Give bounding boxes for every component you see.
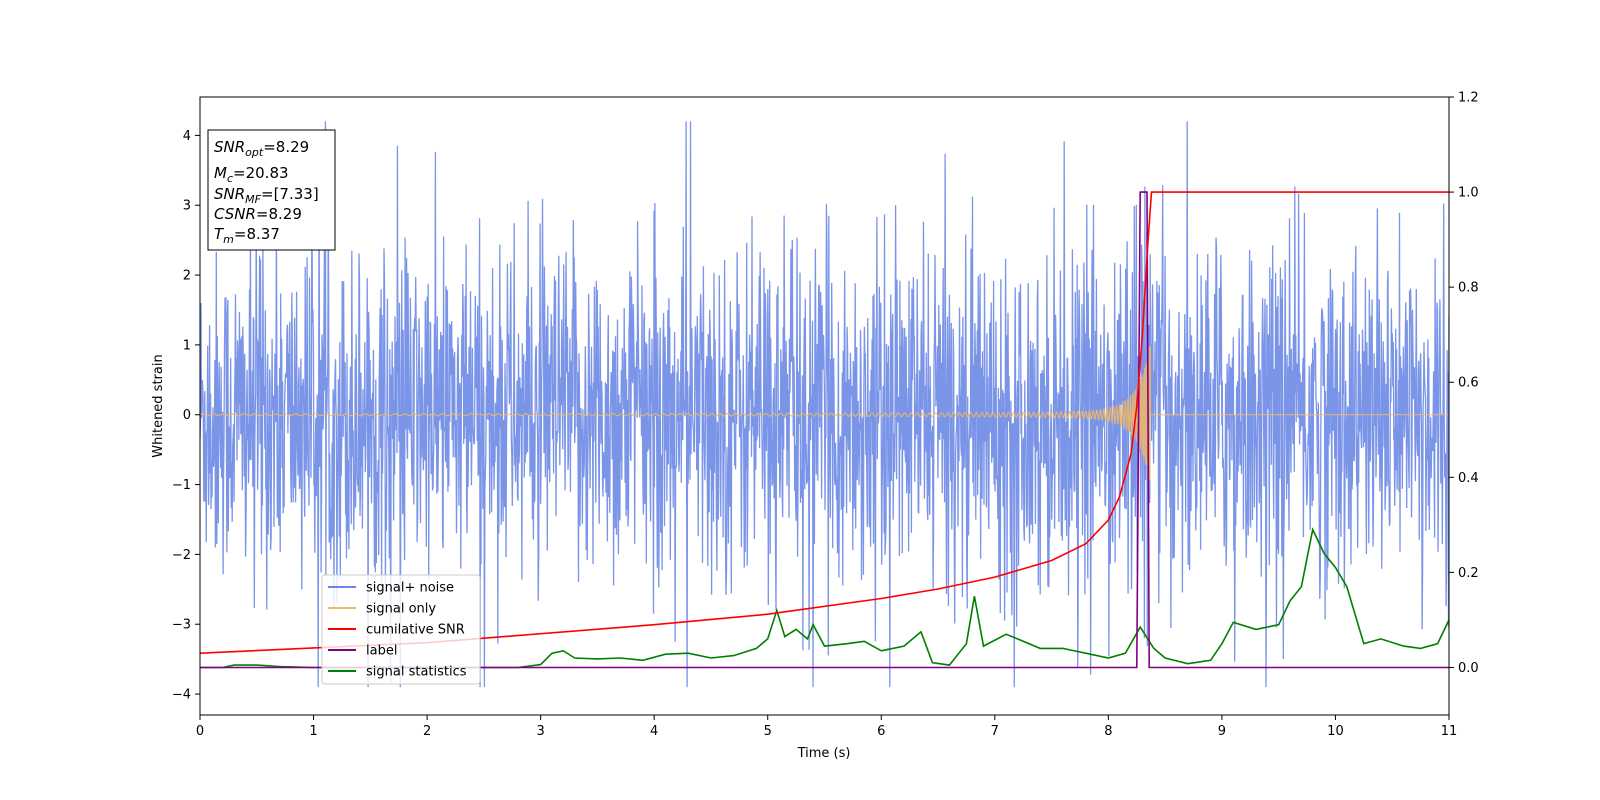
legend-label: signal only (366, 602, 436, 617)
series-signal-only (200, 345, 1449, 482)
x-tick-label: 7 (991, 724, 999, 739)
x-tick-label: 0 (196, 724, 204, 739)
y-tick-label: 1 (183, 338, 191, 353)
stats-annotation-box: SNRopt=8.29 Mc=20.83SNRMF=[7.33]CSNR=8.29… (207, 129, 336, 251)
x-axis: 0 1 2 3 4 5 6 7 8 9 10 11 (196, 715, 1457, 739)
y2-tick-label: 0.2 (1458, 566, 1479, 581)
y2-tick-label: 0.0 (1458, 661, 1479, 676)
legend-label: label (366, 644, 397, 659)
y2-tick-label: 1.2 (1458, 91, 1479, 106)
y2-tick-label: 0.4 (1458, 471, 1479, 486)
y2-tick-label: 0.6 (1458, 376, 1479, 391)
x-tick-label: 1 (309, 724, 317, 739)
y-tick-label: −2 (172, 548, 191, 563)
annotation-line: Mc=20.83 (214, 164, 289, 185)
legend: signal+ noise signal only cumilative SNR la… (321, 574, 481, 685)
plot-area (200, 121, 1449, 688)
series-cumulative-snr (200, 191, 1449, 654)
y-tick-label: −4 (172, 688, 191, 703)
y-tick-label: −3 (172, 618, 191, 633)
y-tick-label: 2 (183, 269, 191, 284)
x-tick-label: 6 (877, 724, 885, 739)
x-tick-label: 9 (1218, 724, 1226, 739)
annotation-line: SNRopt=8.29 (214, 138, 309, 159)
x-tick-label: 10 (1327, 724, 1344, 739)
y-axis-label: Whitened strain (151, 354, 166, 457)
x-tick-label: 11 (1441, 724, 1458, 739)
y-tick-label: 3 (183, 199, 191, 214)
legend-label: signal statistics (366, 665, 467, 680)
x-axis-label: Time (s) (797, 746, 851, 761)
legend-label: signal+ noise (366, 581, 454, 596)
annotation-frame (207, 129, 336, 251)
y-axis-right: 0.0 0.2 0.4 0.6 0.8 1.0 1.2 (1449, 91, 1479, 676)
legend-frame (321, 574, 481, 685)
y2-tick-label: 0.8 (1458, 281, 1479, 296)
x-tick-label: 5 (764, 724, 772, 739)
y-axis-left: −4 −3 −2 −1 0 1 2 3 4 (172, 129, 200, 703)
y-tick-label: −1 (172, 478, 191, 493)
annotation-line: Tm=8.37 (214, 225, 280, 246)
plot-frame (199, 96, 1450, 716)
y2-tick-label: 1.0 (1458, 186, 1479, 201)
series-signal-noise (200, 121, 1449, 688)
series-label (200, 191, 1449, 669)
y-tick-label: 0 (183, 408, 191, 423)
series-signal-statistics (200, 527, 1449, 669)
x-tick-label: 8 (1104, 724, 1112, 739)
x-tick-label: 4 (650, 724, 658, 739)
annotation-line: SNRMF=[7.33] (214, 185, 319, 206)
legend-label: cumilative SNR (366, 623, 465, 638)
x-tick-label: 3 (536, 724, 544, 739)
x-tick-label: 2 (423, 724, 431, 739)
y-tick-label: 4 (183, 129, 191, 144)
annotation-line: CSNR=8.29 (214, 205, 302, 223)
